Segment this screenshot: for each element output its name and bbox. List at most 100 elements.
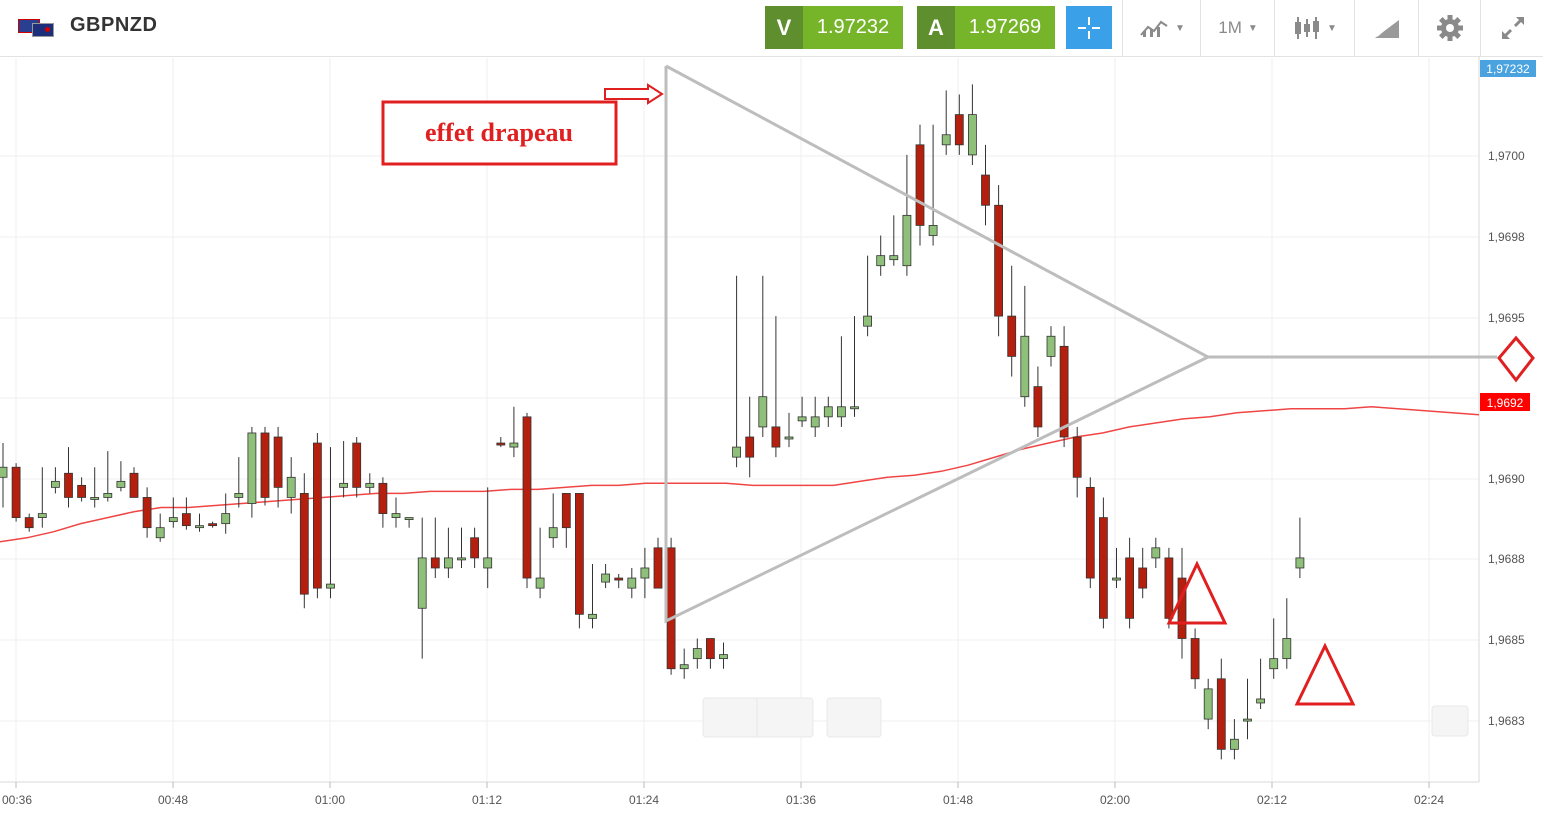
candle-body — [103, 493, 113, 498]
candle-body — [1125, 557, 1134, 619]
expand-icon — [1501, 16, 1524, 40]
drawing-tools-button[interactable] — [1354, 0, 1419, 56]
candle-body — [679, 664, 689, 670]
chart-type-button[interactable]: ▼ — [1274, 0, 1355, 56]
symbol-selector[interactable]: GBPNZD — [18, 14, 157, 37]
candle-body — [404, 517, 414, 521]
annotation-box — [381, 100, 618, 166]
candle-body — [430, 557, 440, 569]
y-tick-label: 1,9700 — [1488, 149, 1525, 163]
candle-body — [11, 466, 21, 519]
candle-body — [627, 577, 637, 589]
timeframe-select[interactable]: 1M ▼ — [1200, 0, 1275, 56]
buy-button[interactable]: A 1.97269 — [917, 6, 1055, 49]
candle-body — [850, 406, 859, 410]
indicators-icon — [1140, 20, 1168, 37]
sell-label: V — [765, 6, 803, 49]
candle-body — [1099, 517, 1108, 619]
candle-body — [614, 577, 624, 581]
candle-body — [876, 255, 886, 267]
candle-body — [1151, 547, 1161, 559]
ma-price-tag: 1,9692 — [1480, 393, 1530, 411]
x-tick-label: 02:12 — [1257, 793, 1287, 807]
candle-body — [417, 557, 427, 609]
timeframe-label: 1M — [1218, 18, 1242, 37]
x-tick-label: 00:36 — [2, 793, 32, 807]
candle-body — [443, 557, 453, 569]
candle-body — [273, 436, 283, 488]
candle-body — [915, 144, 925, 226]
candle-body — [1190, 638, 1200, 680]
toolbar: GBPNZD V 1.97232 A 1.97269 ▼ 1M ▼ ▼ — [0, 0, 1543, 57]
candle-body — [339, 482, 349, 488]
indicators-button[interactable]: ▼ — [1122, 0, 1201, 56]
candle-body — [24, 517, 34, 529]
candle-body — [1203, 688, 1213, 720]
candle-body — [575, 493, 584, 615]
time-axis: 00:36 00:48 01:00 01:12 01:24 01:36 01:48 02:00… — [2, 782, 1444, 807]
candle-body — [457, 557, 466, 561]
bid-price-tag-text: 1,97232 — [1486, 62, 1530, 76]
candle-body — [1256, 698, 1265, 704]
candle-body — [889, 255, 899, 261]
chart-grid — [0, 56, 1480, 783]
annotation-text: effet drapeau — [425, 118, 573, 147]
candle-body — [1033, 386, 1043, 428]
candle-body — [1282, 638, 1292, 660]
candle-body — [1046, 335, 1056, 357]
candle-body — [77, 484, 86, 498]
diamond-marker-icon — [1497, 335, 1535, 383]
candle-body — [640, 567, 650, 579]
annotations: effet drapeau — [381, 83, 1535, 706]
settings-button[interactable] — [1418, 0, 1481, 56]
candle-body — [758, 396, 768, 428]
candle-body — [732, 446, 741, 458]
candle-body — [1295, 557, 1305, 569]
buy-price: 1.97269 — [955, 6, 1055, 49]
moving-average-path — [0, 406, 1480, 543]
candle-body — [837, 406, 846, 418]
candle-body — [51, 480, 60, 488]
candle-body — [561, 493, 571, 529]
candle-body — [221, 513, 231, 525]
candle-body — [823, 406, 833, 418]
y-tick-label: 1,9690 — [1488, 472, 1525, 486]
crosshair-button[interactable] — [1066, 6, 1112, 49]
drawing-icon — [1375, 17, 1399, 38]
candle-body — [1072, 436, 1082, 478]
candle-body — [470, 537, 480, 559]
candle-body — [954, 114, 964, 146]
candle-body — [90, 497, 100, 500]
candle-body — [941, 134, 951, 146]
chart-nav-buttons[interactable] — [702, 697, 1469, 738]
triangle-marker-icon — [1166, 560, 1228, 625]
candle-body — [994, 204, 1003, 317]
flag-pattern-drawing — [664, 64, 1497, 624]
candle-body — [326, 583, 335, 589]
candle-body — [1177, 577, 1187, 639]
y-tick-label: 1,9698 — [1488, 230, 1525, 244]
candle-body — [260, 432, 270, 498]
buy-label: A — [917, 6, 955, 49]
x-tick-label: 02:00 — [1100, 793, 1130, 807]
symbol-name: GBPNZD — [70, 14, 158, 36]
x-tick-label: 01:36 — [786, 793, 816, 807]
candle-body — [1216, 678, 1226, 750]
triangle-marker-icon — [1294, 642, 1356, 706]
candle-body — [352, 442, 362, 488]
crosshair-icon — [1078, 16, 1100, 39]
candle-body — [601, 573, 610, 583]
price-chart[interactable]: 1,9700 1,9698 1,9695 1,9690 1,9688 1,9685 1,96… — [0, 56, 1543, 822]
candle-body — [968, 114, 977, 156]
candle-body — [692, 648, 702, 660]
gb-nz-flag-icon — [18, 15, 54, 37]
candle-body — [706, 638, 715, 660]
candle-body — [522, 416, 532, 579]
y-tick-label: 1,9695 — [1488, 311, 1525, 325]
candle-body — [234, 493, 244, 498]
candle-body — [863, 315, 872, 327]
chevron-down-icon: ▼ — [1327, 22, 1337, 34]
fullscreen-button[interactable] — [1480, 0, 1543, 56]
candle-body — [1059, 345, 1069, 438]
sell-button[interactable]: V 1.97232 — [765, 6, 903, 49]
